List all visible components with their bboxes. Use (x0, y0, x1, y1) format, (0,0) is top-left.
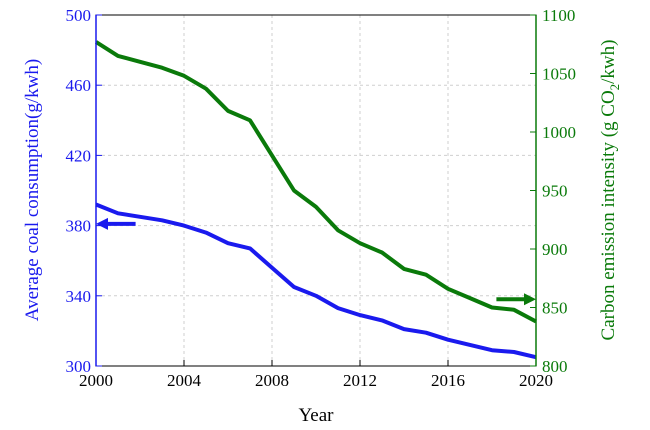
x-tick-label: 2012 (343, 371, 377, 390)
x-tick-label: 2004 (167, 371, 202, 390)
axes: 2000 2004 2008 2012 2016 2020 300 340 380 420 460 5… (66, 6, 577, 390)
x-axis-title: Year (298, 405, 334, 426)
right-y-tick-label: 800 (542, 357, 568, 376)
right-axis-title-suffix: /kwh) (598, 40, 619, 84)
annotations (96, 217, 536, 306)
x-tick-label: 2020 (519, 371, 553, 390)
left-y-tick-label: 420 (66, 146, 92, 165)
right-y-tick-label: 1100 (542, 6, 575, 25)
left-arrow-annotation (96, 217, 136, 230)
arrow-head (524, 293, 536, 306)
right-axis-title-subscript: 2 (607, 84, 622, 91)
left-y-tick-label: 380 (66, 217, 92, 236)
left-y-tick-label: 460 (66, 76, 92, 95)
x-tick-label: 2016 (431, 371, 465, 390)
right-y-tick-label: 950 (542, 182, 568, 201)
arrow-head (96, 217, 108, 230)
right-y-tick-label: 1050 (542, 65, 576, 84)
right-arrow-annotation (496, 293, 536, 306)
right-axis-title-prefix: Carbon emission intensity (g CO (598, 90, 619, 340)
left-y-tick-label: 340 (66, 287, 92, 306)
left-y-tick-label: 500 (66, 6, 92, 25)
right-axis-title: Carbon emission intensity (g CO2/kwh) (598, 40, 622, 341)
x-tick-label: 2008 (255, 371, 289, 390)
right-y-tick-label: 1000 (542, 123, 576, 142)
right-y-tick-label: 850 (542, 299, 568, 318)
series-layer (94, 40, 537, 360)
left-axis-title: Average coal consumption(g/kwh) (22, 59, 43, 321)
right-y-tick-label: 900 (542, 240, 568, 259)
carbon-intensity-line (94, 40, 537, 324)
x-tick-label: 2000 (79, 371, 113, 390)
coal-consumption-line (95, 202, 537, 360)
left-y-tick-label: 300 (66, 357, 92, 376)
